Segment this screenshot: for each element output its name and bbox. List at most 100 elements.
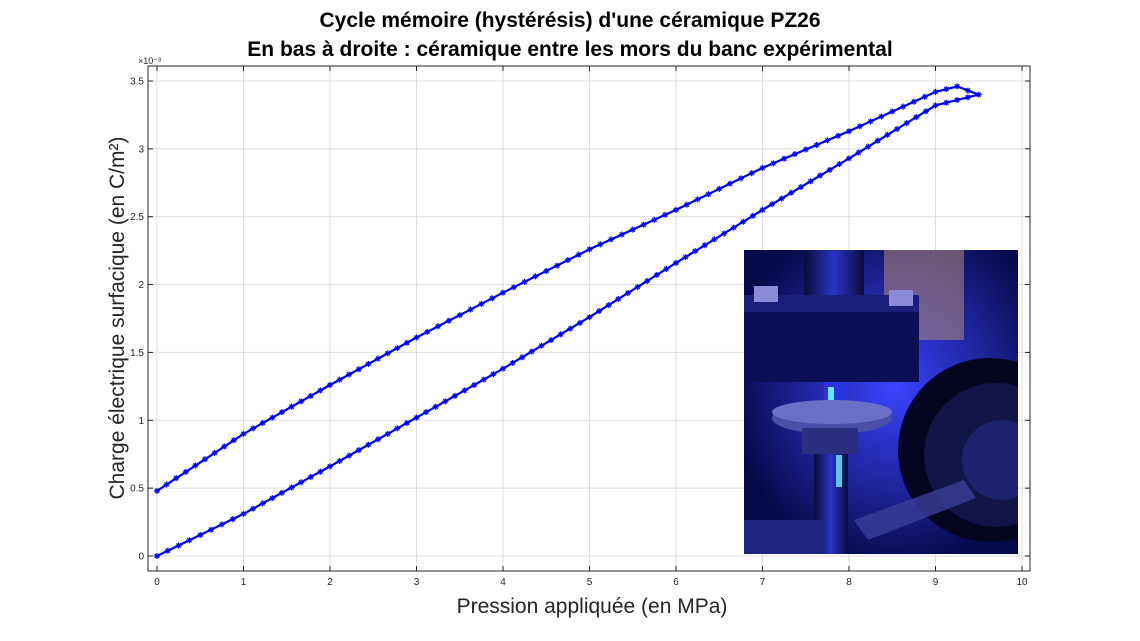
- y-tick-label: 0.5: [130, 484, 144, 495]
- data-point-marker: [634, 284, 641, 290]
- data-point-marker: [229, 516, 236, 523]
- data-point-marker: [954, 83, 961, 90]
- data-point-marker: [778, 195, 785, 202]
- data-point-marker: [336, 458, 343, 464]
- data-point-marker: [557, 331, 564, 338]
- data-point-marker: [307, 474, 314, 480]
- data-point-marker: [230, 437, 237, 444]
- data-point-marker: [889, 108, 896, 115]
- data-point-marker: [567, 325, 574, 332]
- data-point-marker: [759, 164, 766, 171]
- data-point-marker: [269, 414, 276, 421]
- x-tick-label: 3: [414, 577, 420, 588]
- data-point-marker: [211, 449, 218, 456]
- data-point-marker: [423, 409, 430, 416]
- data-point-marker: [826, 166, 833, 173]
- data-point-marker: [394, 425, 401, 432]
- data-point-marker: [644, 278, 651, 284]
- data-point-marker: [663, 265, 670, 272]
- data-point-marker: [240, 510, 247, 517]
- data-point-marker: [791, 151, 798, 158]
- data-point-marker: [403, 420, 410, 426]
- data-point-marker: [509, 360, 516, 366]
- data-point-marker: [218, 521, 225, 528]
- data-point-marker: [769, 201, 776, 208]
- data-point-marker: [451, 392, 458, 399]
- data-point-marker: [478, 300, 485, 307]
- data-point-marker: [154, 487, 160, 494]
- data-point-marker: [317, 468, 324, 475]
- data-point-marker: [186, 537, 193, 544]
- data-point-marker: [554, 262, 561, 269]
- data-point-marker: [922, 108, 929, 115]
- data-point-marker: [824, 137, 831, 144]
- x-tick-label: 7: [760, 577, 766, 588]
- data-point-marker: [597, 241, 604, 248]
- data-point-marker: [375, 436, 382, 443]
- chart-title-line-1: Cycle mémoire (hystérésis) d'une céramiq…: [319, 9, 821, 32]
- x-tick-label: 10: [1016, 577, 1028, 588]
- data-point-marker: [651, 216, 658, 223]
- data-point-marker: [846, 155, 852, 162]
- data-point-marker: [964, 94, 971, 101]
- data-point-marker: [884, 131, 891, 138]
- data-point-marker: [855, 149, 862, 156]
- data-point-marker: [480, 376, 487, 383]
- data-point-marker: [615, 296, 622, 302]
- data-point-marker: [445, 317, 452, 324]
- data-point-marker: [730, 224, 737, 231]
- data-point-marker: [355, 366, 362, 373]
- data-point-marker: [182, 468, 189, 475]
- y-tick-label: 0: [138, 552, 144, 563]
- data-point-marker: [759, 206, 766, 213]
- y-tick-label: 1.5: [130, 348, 144, 359]
- data-point-marker: [740, 218, 747, 225]
- data-point-marker: [259, 420, 266, 426]
- data-point-marker: [867, 118, 874, 125]
- data-point-marker: [327, 382, 333, 388]
- data-point-marker: [403, 339, 410, 346]
- x-tick-label: 0: [154, 577, 160, 588]
- data-point-marker: [413, 334, 420, 341]
- data-point-marker: [586, 314, 593, 321]
- data-point-marker: [346, 371, 353, 378]
- y-tick-label: 1: [138, 416, 144, 427]
- ticks: 0 1 2 3 4 5 6 7 8 9 10 0 0.5 1 1.5 2 2.5 3 3.5: [130, 66, 1030, 588]
- data-point-marker: [596, 308, 603, 315]
- data-point-marker: [471, 382, 478, 388]
- data-point-marker: [394, 345, 401, 352]
- x-tick-label: 1: [241, 577, 247, 588]
- data-point-marker: [564, 257, 571, 264]
- x-tick-label: 4: [500, 577, 506, 588]
- data-point-marker: [797, 184, 804, 190]
- data-point-marker: [538, 342, 545, 349]
- photo-illustration: [744, 250, 1018, 554]
- data-point-marker: [510, 284, 517, 291]
- series-layer: [154, 83, 982, 559]
- x-tick-label: 2: [327, 577, 333, 588]
- data-point-marker: [894, 126, 901, 132]
- data-point-marker: [629, 226, 636, 233]
- data-point-marker: [856, 123, 863, 130]
- data-point-marker: [878, 113, 885, 120]
- data-point-marker: [467, 306, 474, 313]
- data-point-marker: [802, 146, 809, 153]
- data-point-marker: [943, 99, 950, 106]
- data-point-marker: [921, 93, 928, 100]
- data-point-marker: [413, 414, 420, 421]
- data-point-marker: [727, 180, 734, 187]
- data-point-marker: [705, 191, 712, 198]
- data-point-marker: [807, 178, 814, 185]
- data-point-marker: [673, 259, 679, 266]
- data-point-marker: [250, 425, 257, 432]
- data-point-marker: [489, 295, 496, 302]
- data-point-marker: [608, 236, 615, 243]
- data-point-marker: [490, 371, 497, 378]
- data-point-marker: [456, 312, 463, 319]
- data-point-marker: [748, 170, 755, 177]
- data-point-marker: [586, 246, 593, 253]
- data-point-marker: [910, 98, 917, 105]
- y-tick-label: 3.5: [130, 77, 144, 88]
- data-point-marker: [365, 360, 372, 367]
- y-tick-label: 2.5: [130, 212, 144, 223]
